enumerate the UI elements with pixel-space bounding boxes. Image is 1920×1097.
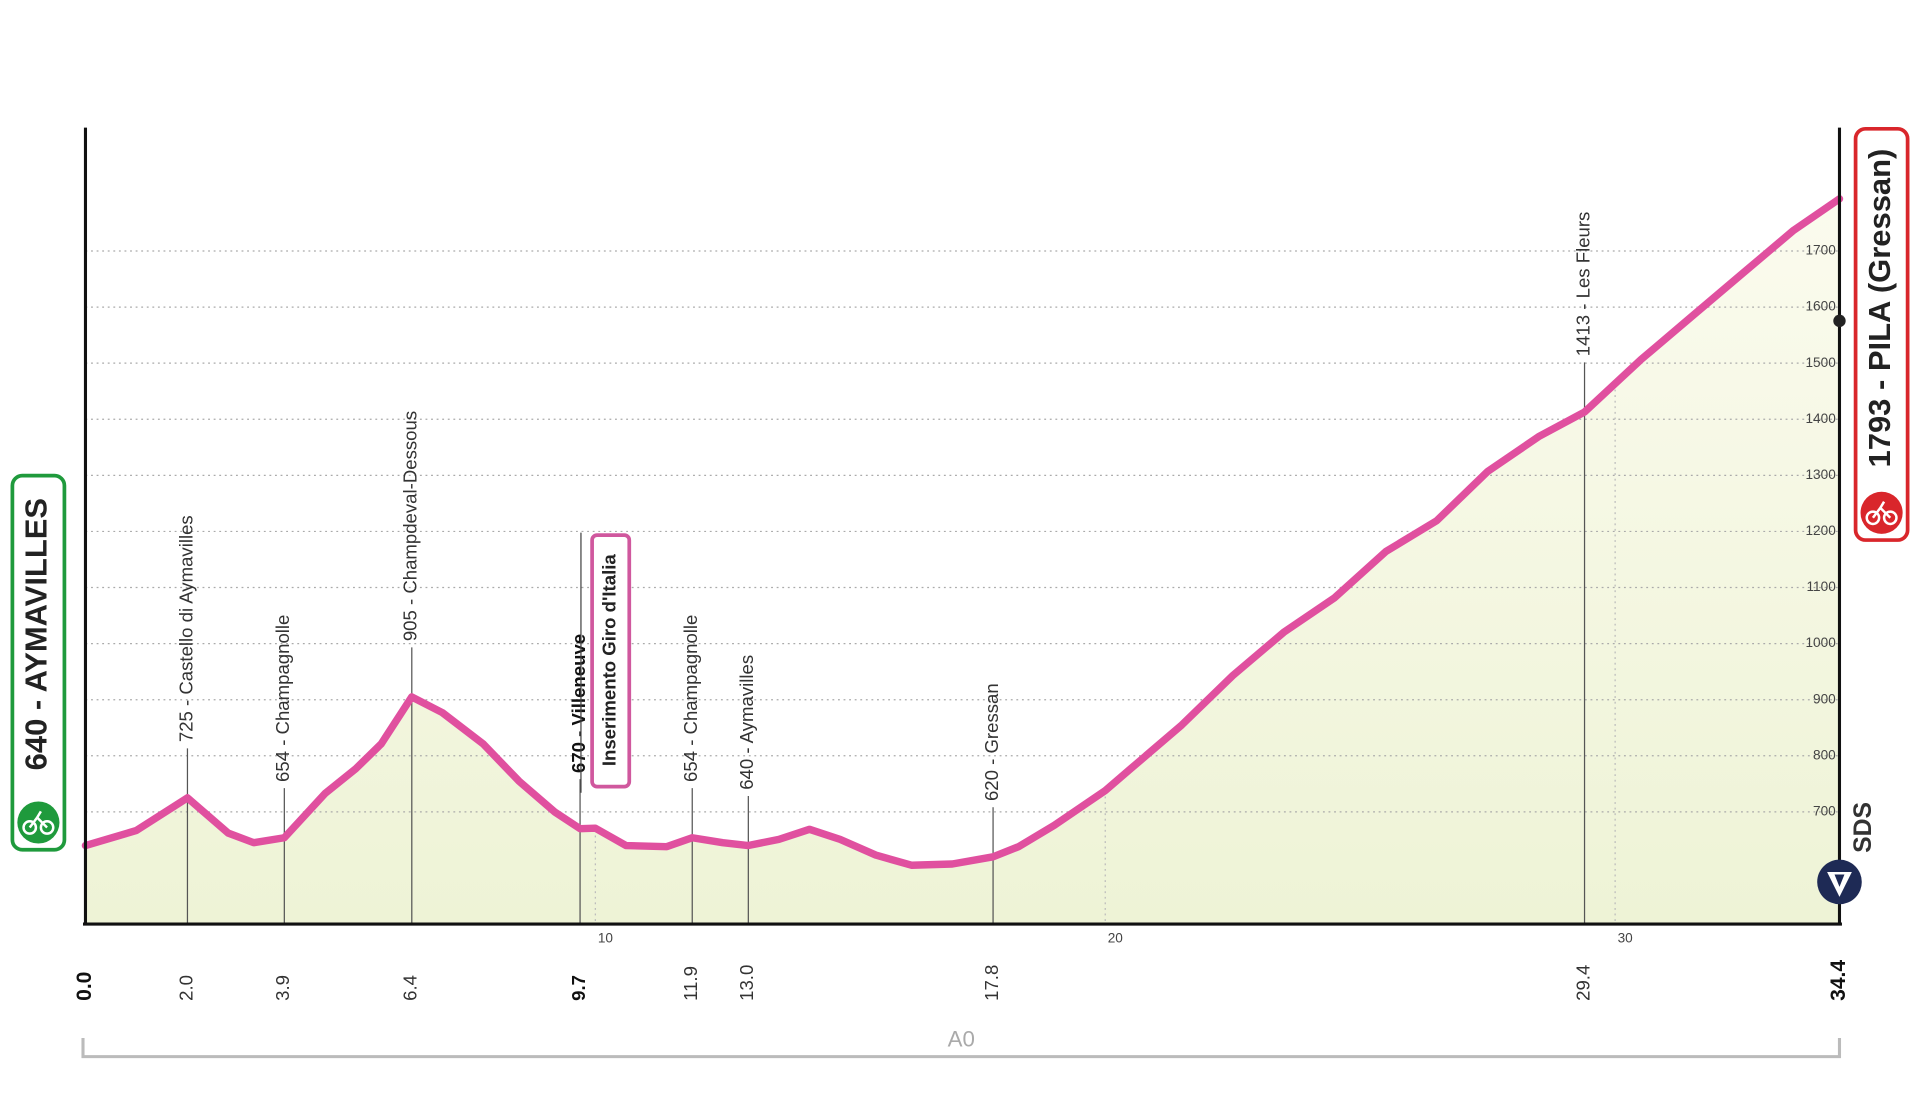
start-badge [10, 473, 67, 852]
km-label: 34.4 [1827, 960, 1850, 1001]
waypoint-name: 725 - Castello di Aymavilles [175, 515, 196, 742]
waypoint-name: 654 - Champagnolle [272, 615, 293, 782]
km-marker [1833, 314, 1846, 328]
waypoint-name: 1413 - Les Fleurs [1572, 212, 1593, 357]
y-tick-label: 800 [1813, 747, 1836, 762]
km-label: 13.0 [736, 965, 757, 1001]
km-label: 29.4 [1572, 965, 1593, 1001]
y-tick-label: 1000 [1805, 635, 1836, 650]
km-label: 3.9 [272, 975, 293, 1001]
km-label: 11.9 [680, 966, 701, 1001]
waypoint-name: 654 - Champagnolle [680, 615, 701, 782]
profile-area [85, 198, 1840, 925]
finish-icon [1860, 491, 1903, 534]
y-tick-label: 1700 [1805, 243, 1836, 258]
y-tick-label: 900 [1813, 691, 1836, 706]
finish-badge [1853, 126, 1910, 542]
y-tick-label: 1500 [1805, 355, 1836, 370]
y-tick-label: 1600 [1805, 299, 1836, 314]
road-bracket [81, 1038, 1842, 1059]
y-tick-label: 1100 [1807, 579, 1837, 594]
waypoint-name: 640 - Aymavilles [736, 655, 757, 790]
annotation-box [590, 533, 632, 789]
x-tick-label: 20 [1108, 931, 1124, 946]
profile-line [81, 195, 1844, 869]
km-label: 2.0 [175, 975, 196, 1001]
waypoint-name: 905 - Champdeval-Dessous [400, 411, 421, 641]
finish-label: 1793 - PILA (Gressan) [1862, 149, 1897, 468]
gpm-icon [1817, 859, 1862, 905]
x-tick-label: 30 [1618, 931, 1634, 946]
waypoint-name: 620 - Gressan [981, 683, 1002, 801]
waypoint-name: 670 - Villeneuve [568, 634, 589, 773]
y-tick-label: 1400 [1805, 411, 1836, 426]
x-tick-label: 10 [598, 931, 614, 946]
km-label: 17.8 [981, 965, 1002, 1001]
brand: SDS [1850, 802, 1877, 853]
start-icon [17, 801, 60, 844]
annotation: Inserimento Giro d'Italia [599, 554, 620, 767]
y-tick-label: 1200 [1805, 523, 1836, 538]
road-label: A0 [948, 1026, 975, 1051]
km-label: 0.0 [73, 972, 96, 1001]
start-label: 640 - AYMAVILLES [19, 498, 54, 770]
y-tick-label: 700 [1813, 803, 1836, 818]
km-label: 9.7 [568, 975, 589, 1001]
y-tick-label: 1300 [1805, 467, 1836, 482]
km-label: 6.4 [400, 975, 421, 1001]
